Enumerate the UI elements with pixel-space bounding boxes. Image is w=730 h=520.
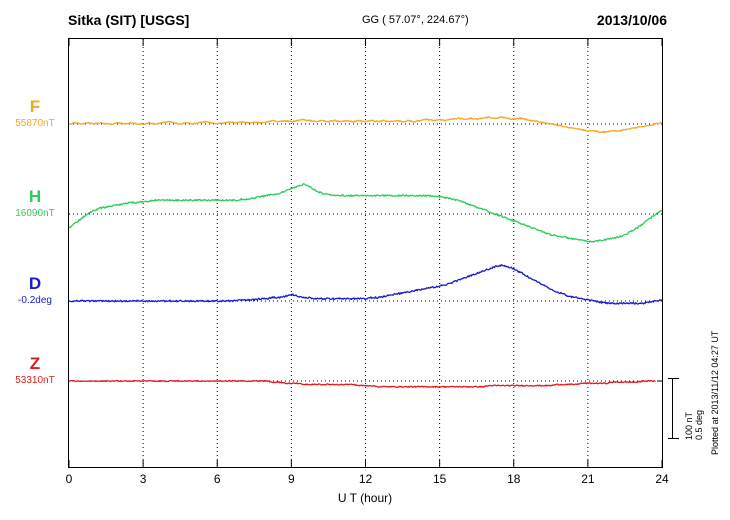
component-letter-d: D (28, 274, 42, 293)
scale-label-nt: 100 nT (684, 411, 694, 440)
geomagnetic-coordinates: GG ( 57.07°, 224.67°) (362, 14, 469, 26)
observation-date: 2013/10/06 (596, 12, 667, 28)
component-value-h: 16090nT (15, 208, 55, 219)
page-title: Sitka (SIT) [USGS] (68, 12, 190, 28)
x-tick-label-0: 0 (65, 472, 73, 486)
x-axis-title: U T (hour) (337, 491, 393, 505)
component-value-f: 55870nT (15, 118, 55, 129)
x-tick-label-9: 9 (288, 472, 295, 486)
x-tick-label-21: 21 (581, 472, 595, 486)
component-letter-f: F (29, 97, 41, 116)
scale-bar (668, 378, 679, 439)
component-letter-h: H (28, 187, 42, 206)
x-tick-label-15: 15 (432, 472, 447, 486)
plotted-at-label: Plotted at 2013/11/12 04:27 UT (710, 330, 720, 455)
component-letter-z: Z (29, 354, 41, 373)
plot-area (68, 38, 663, 468)
x-tick-label-6: 6 (213, 472, 221, 486)
trace-D (69, 264, 662, 305)
component-value-d: -0.2deg (18, 295, 52, 306)
trace-H (69, 182, 662, 243)
x-tick-label-3: 3 (139, 472, 147, 486)
scale-bar-top-cap (668, 378, 679, 379)
trace-F (69, 115, 662, 134)
trace-Z (69, 379, 656, 388)
x-tick-label-18: 18 (507, 472, 521, 486)
component-value-z: 53310nT (15, 375, 55, 386)
component-label-z: Z 53310nT (4, 355, 66, 387)
component-label-h: H 16090nT (4, 188, 66, 220)
component-label-d: D -0.2deg (4, 275, 66, 307)
scale-bar-bottom-cap (668, 438, 679, 439)
x-tick-label-24: 24 (655, 472, 669, 486)
magnetogram-svg (69, 39, 662, 467)
component-label-f: F 55870nT (4, 98, 66, 130)
scale-label-deg: 0.5 deg (694, 409, 704, 440)
x-tick-label-12: 12 (358, 472, 373, 486)
